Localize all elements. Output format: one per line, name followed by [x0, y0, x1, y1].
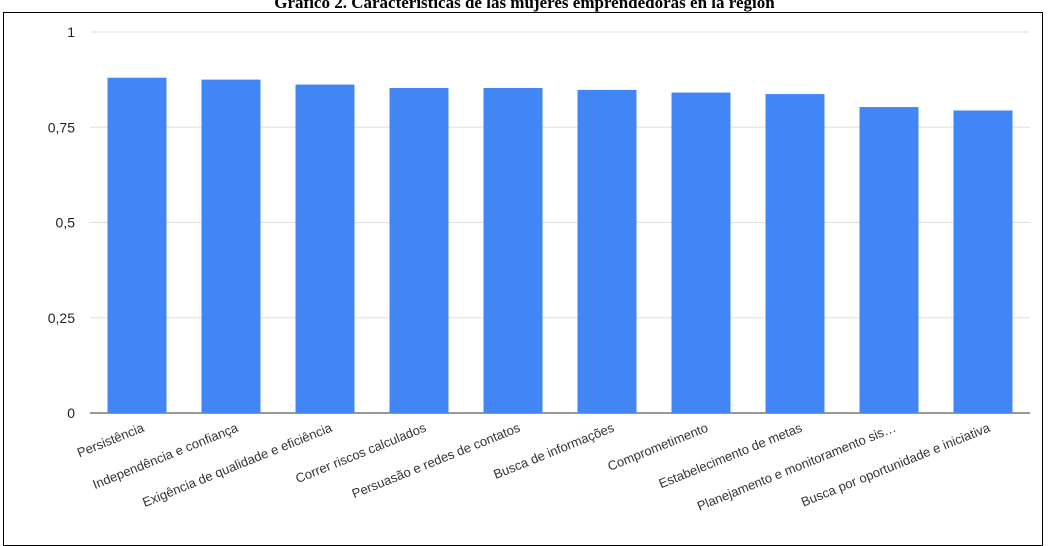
- y-tick-label: 0,75: [48, 119, 75, 135]
- bar: [295, 84, 355, 413]
- y-tick-label: 1: [67, 24, 75, 40]
- bar: [765, 94, 825, 413]
- bars: [107, 77, 1013, 414]
- bar: [483, 88, 543, 413]
- y-tick-label: 0,5: [56, 215, 76, 231]
- x-category-label: Persuasão e redes de contatos: [350, 420, 523, 502]
- chart-title: Gráfico 2. Características de las mujere…: [274, 0, 775, 12]
- y-tick-label: 0: [67, 405, 75, 421]
- bar: [859, 107, 919, 413]
- y-tick-label: 0,25: [48, 310, 75, 326]
- bar: [389, 88, 449, 413]
- bar: [671, 92, 731, 413]
- x-category-label: Persistência: [75, 420, 147, 461]
- y-axis-ticks: 0 0,25 0,5 0,75 1: [48, 24, 75, 421]
- bar: [107, 77, 167, 413]
- bar: [201, 79, 261, 413]
- bar: [953, 110, 1013, 414]
- bar: [577, 89, 637, 414]
